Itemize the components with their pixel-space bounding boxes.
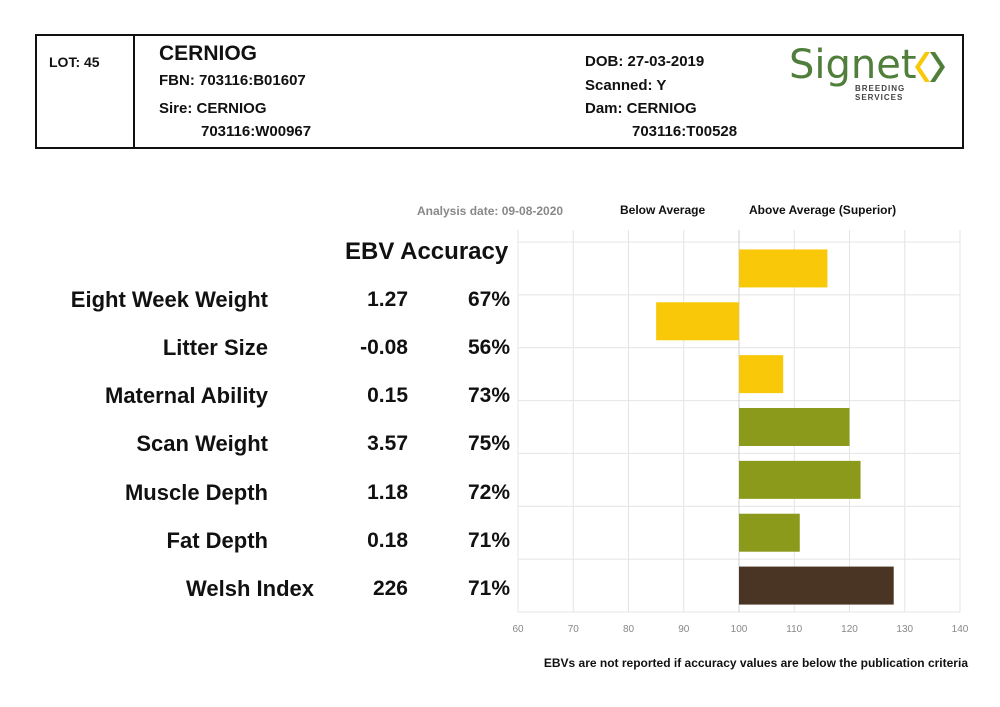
signet-logo: Signet BREEDING SERVICES [789, 42, 949, 102]
logo-subtitle: BREEDING SERVICES [855, 84, 906, 102]
trait-ebv: 0.15 [367, 384, 408, 407]
trait-accuracy: 67% [467, 288, 510, 311]
sire-label: Sire: CERNIOG [159, 100, 267, 117]
animal-header: LOT: 45 CERNIOG FBN: 703116:B01607 Sire:… [35, 34, 964, 149]
legend-above-average: Above Average (Superior) [749, 203, 897, 217]
footer-note: EBVs are not reported if accuracy values… [543, 656, 968, 670]
bar-litter-size [656, 302, 739, 341]
scanned: Scanned: Y [585, 77, 667, 94]
bar-fat-depth [739, 513, 800, 552]
trait-accuracy: 71% [467, 529, 510, 552]
x-tick-label: 110 [786, 624, 802, 635]
bar-eight-week-weight [739, 249, 828, 288]
animal-name: CERNIOG [159, 42, 258, 65]
trait-name: Eight Week Weight [70, 287, 268, 312]
trait-ebv: 1.27 [367, 288, 408, 311]
trait-ebv: 0.18 [367, 529, 408, 552]
logo-wordmark: Signet [789, 42, 917, 88]
x-tick-label: 90 [678, 624, 690, 635]
trait-accuracy: 75% [467, 432, 510, 455]
analysis-date: Analysis date: 09-08-2020 [417, 204, 564, 218]
trait-name: Welsh Index [186, 576, 314, 601]
trait-ebv: -0.08 [360, 336, 408, 359]
column-heading: EBV Accuracy [345, 238, 509, 265]
x-tick-label: 60 [512, 624, 524, 635]
x-tick-label: 70 [568, 624, 580, 635]
trait-name: Muscle Depth [124, 480, 268, 505]
x-tick-label: 140 [952, 624, 969, 635]
sire-id: 703116:W00967 [201, 123, 312, 140]
bar-welsh-index [739, 566, 894, 605]
bar-scan-weight [739, 408, 850, 446]
trait-ebv: 1.18 [367, 481, 408, 504]
fbn: FBN: 703116:B01607 [159, 72, 306, 89]
x-tick-label: 120 [841, 624, 858, 635]
trait-ebv: 3.57 [367, 432, 408, 455]
trait-accuracy: 72% [467, 481, 510, 504]
trait-name: Litter Size [162, 335, 268, 360]
trait-name: Maternal Ability [105, 383, 268, 408]
trait-name: Fat Depth [166, 528, 268, 553]
dob: DOB: 27-03-2019 [585, 53, 705, 70]
trait-accuracy: 71% [467, 577, 510, 600]
trait-accuracy: 73% [467, 384, 510, 407]
dam-id: 703116:T00528 [632, 123, 738, 140]
header-divider [133, 36, 135, 147]
trait-name: Scan Weight [136, 431, 268, 456]
trait-ebv: 226 [372, 577, 408, 600]
dam-label: Dam: CERNIOG [585, 100, 697, 117]
x-tick-label: 100 [731, 624, 748, 635]
lot-number: LOT: 45 [49, 54, 100, 70]
bar-maternal-ability [739, 355, 784, 394]
bar-muscle-depth [739, 460, 861, 499]
trait-accuracy: 56% [467, 336, 510, 359]
x-tick-label: 80 [623, 624, 635, 635]
logo-chevrons-icon [915, 52, 945, 82]
x-tick-label: 130 [896, 624, 913, 635]
legend-below-average: Below Average [620, 203, 706, 217]
